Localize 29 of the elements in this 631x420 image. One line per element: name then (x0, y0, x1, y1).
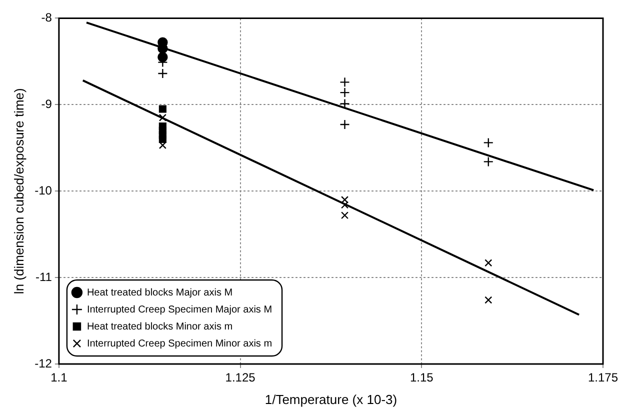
point (340, 212, 349, 220)
legend-label: Interrupted Creep Specimen Major axis M (86, 304, 272, 316)
y-tick-label: -11 (35, 270, 52, 284)
point (158, 105, 166, 113)
y-tick-label: -9 (41, 96, 52, 111)
point (484, 259, 492, 267)
point (340, 87, 350, 98)
legend-label: Interrupted Creep Specimen Minor axis m (86, 338, 272, 350)
x-tick-label: 1.175 (588, 370, 618, 385)
y-tick-label: -8 (41, 10, 52, 25)
x-tick-label: 1.1 (50, 370, 68, 385)
point (158, 135, 166, 144)
legend-label: Heat treated blocks Major axis M (86, 287, 233, 298)
legend-label: Heat treated blocks Minor axis m (86, 321, 233, 332)
point (483, 156, 494, 167)
point (484, 296, 492, 304)
x-tick-label: 1.15 (410, 370, 434, 385)
point (483, 138, 494, 148)
point (158, 52, 168, 62)
point (340, 77, 350, 88)
y-tick-label: -12 (34, 356, 52, 370)
y-axis-title: ln (dimension cubed/exposure time) (11, 88, 26, 294)
point (340, 98, 350, 109)
x-tick-label: 1.125 (225, 370, 256, 385)
y-tick-label: -10 (34, 183, 52, 198)
point (158, 114, 166, 122)
x-axis-title: 1/Temperature (x 10-3) (264, 392, 398, 407)
point (340, 119, 350, 130)
point (158, 68, 168, 79)
